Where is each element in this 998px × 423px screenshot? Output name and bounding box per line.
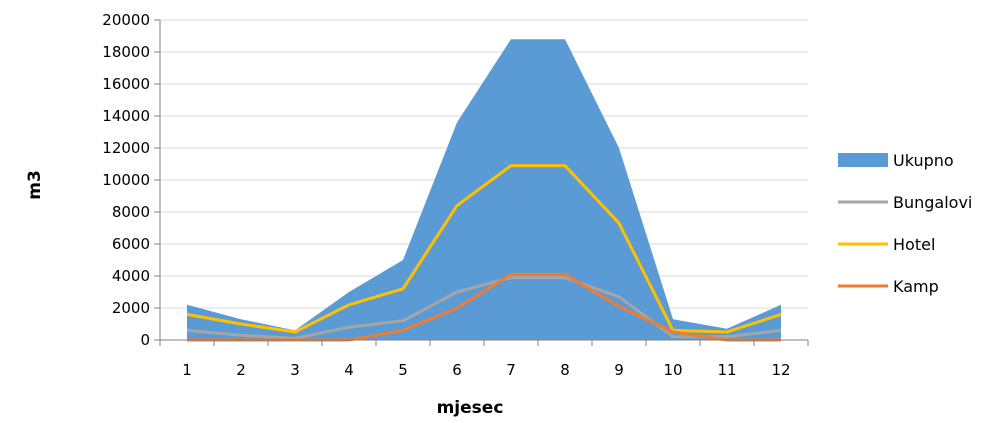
y-tick-label: 0 (140, 331, 150, 349)
x-tick-label: 3 (290, 361, 300, 379)
x-tick-label: 7 (506, 361, 516, 379)
legend: Ukupno Bungalovi Hotel Kamp (838, 151, 972, 296)
y-tick-label: 12000 (102, 139, 150, 157)
legend-item-ukupno: Ukupno (838, 151, 954, 170)
y-tick-label: 4000 (112, 267, 150, 285)
legend-label-bungalovi: Bungalovi (893, 193, 972, 212)
y-axis-title: m3 (25, 170, 45, 200)
legend-item-kamp: Kamp (838, 277, 939, 296)
legend-label-ukupno: Ukupno (893, 151, 954, 170)
y-tick-label: 6000 (112, 235, 150, 253)
y-tick-label: 2000 (112, 299, 150, 317)
x-tick-label: 2 (236, 361, 246, 379)
series-area-ukupno (187, 39, 781, 340)
x-axis-title: mjesec (437, 398, 504, 418)
y-tick-label: 14000 (102, 107, 150, 125)
x-tick-label: 9 (614, 361, 624, 379)
x-tick-label: 10 (663, 361, 682, 379)
legend-label-hotel: Hotel (893, 235, 935, 254)
y-tick-label: 20000 (102, 11, 150, 29)
x-tick-label: 5 (398, 361, 408, 379)
legend-item-bungalovi: Bungalovi (838, 193, 972, 212)
series-line-bungalovi (186, 276, 782, 340)
legend-item-hotel: Hotel (838, 235, 935, 254)
x-tick-label: 6 (452, 361, 462, 379)
y-tick-label: 10000 (102, 171, 150, 189)
axes: 0 2000 4000 6000 8000 10000 12000 14000 16000 180… (102, 11, 809, 379)
x-tick-label: 12 (771, 361, 790, 379)
series-line-hotel (186, 164, 782, 334)
y-tick-label: 18000 (102, 43, 150, 61)
x-tick-label: 4 (344, 361, 354, 379)
x-tick-label: 1 (182, 361, 192, 379)
x-tick-label: 8 (560, 361, 570, 379)
legend-label-kamp: Kamp (893, 277, 939, 296)
y-tick-label: 16000 (102, 75, 150, 93)
y-tick-label: 8000 (112, 203, 150, 221)
x-tick-label: 11 (717, 361, 736, 379)
legend-swatch-ukupno (838, 153, 888, 167)
